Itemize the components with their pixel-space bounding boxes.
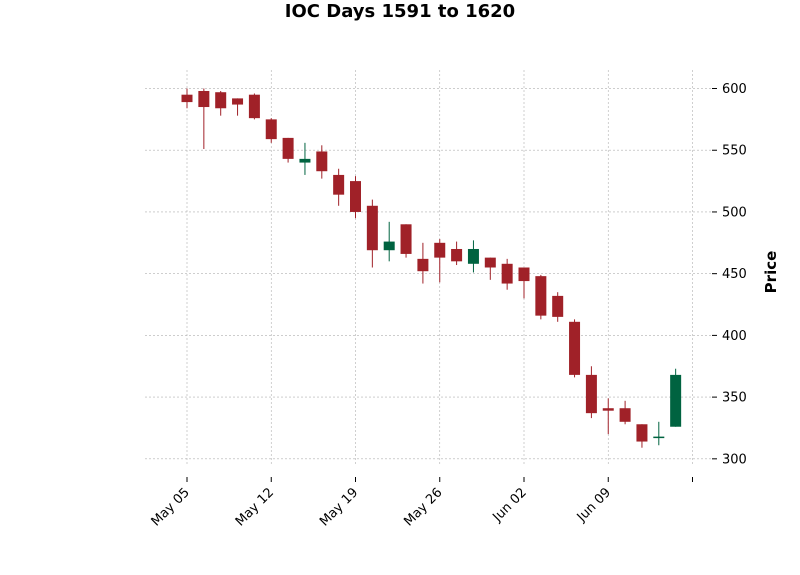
candle-body (232, 98, 244, 105)
candle-body (350, 181, 361, 212)
grid (145, 70, 712, 465)
y-tick-label: 600 (722, 82, 747, 97)
candle-body (316, 151, 328, 172)
x-tick-label: May 19 (317, 485, 361, 529)
candle-body (585, 374, 597, 414)
candle-body (299, 158, 311, 163)
candle-body (535, 276, 547, 316)
y-tick-label: 450 (722, 267, 747, 282)
x-tick-label: May 05 (149, 485, 193, 529)
x-tick-label: Jun 02 (490, 485, 530, 525)
candle-body (265, 119, 277, 140)
y-axis-label: Price (762, 251, 780, 294)
y-tick-label: 500 (722, 205, 747, 220)
candle-body (434, 242, 446, 258)
candle-body (484, 257, 496, 268)
candle-body (248, 94, 260, 119)
candle-body (670, 374, 682, 427)
axes: 300 350 400 450 500 550 600 May 05 May 12 May 19 M… (149, 82, 747, 529)
x-tick-label: May 26 (401, 485, 445, 529)
y-tick-label: 400 (722, 329, 747, 344)
candle-body (467, 248, 479, 264)
y-tick-label: 550 (722, 144, 747, 159)
candle-body (518, 267, 530, 282)
candles (181, 88, 682, 448)
y-tick-label: 300 (722, 452, 747, 467)
candle-body (636, 424, 648, 442)
candle-body (619, 408, 631, 422)
candle-body (501, 263, 513, 284)
x-tick-label: Jun 09 (574, 485, 614, 525)
chart-title: IOC Days 1591 to 1620 (285, 1, 515, 22)
candle-body (653, 436, 665, 439)
candle-body (602, 408, 614, 411)
y-tick-label: 350 (722, 391, 747, 406)
x-tick-label: May 12 (233, 485, 277, 529)
candle-body (552, 295, 564, 317)
candle-body (181, 94, 193, 103)
candle-body (400, 224, 412, 254)
candle-body (333, 174, 345, 195)
candle-body (383, 241, 395, 251)
candle-body (215, 92, 227, 109)
candle-body (569, 321, 581, 375)
candle-body (451, 248, 463, 262)
candle-body (417, 258, 429, 272)
candle-body (198, 90, 210, 108)
candle-body (282, 137, 294, 159)
candle-body (366, 205, 378, 251)
